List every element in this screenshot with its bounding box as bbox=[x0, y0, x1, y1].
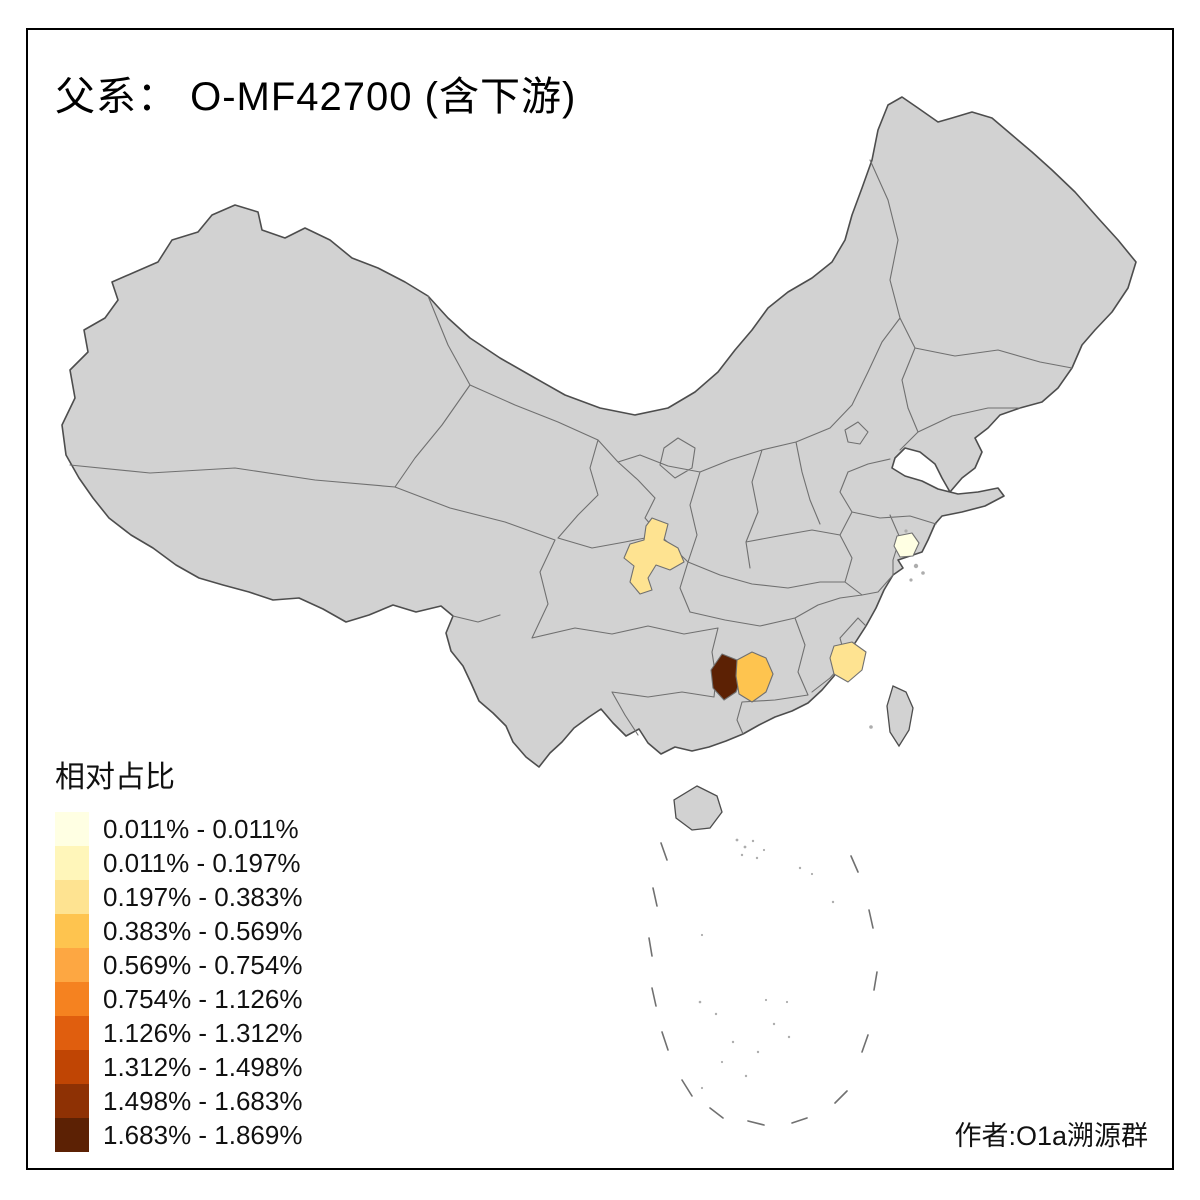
legend-swatch bbox=[55, 1050, 89, 1084]
legend-swatch bbox=[55, 1084, 89, 1118]
legend-swatch bbox=[55, 880, 89, 914]
legend-swatch bbox=[55, 846, 89, 880]
hainan-island bbox=[673, 785, 723, 831]
coastal-island-specks bbox=[869, 529, 925, 729]
legend-label: 1.498% - 1.683% bbox=[103, 1085, 303, 1116]
legend-swatch bbox=[55, 948, 89, 982]
south-china-sea-islands bbox=[698, 838, 835, 1090]
legend-row: 0.754% - 1.126% bbox=[55, 982, 302, 1016]
legend-label: 0.011% - 0.011% bbox=[103, 813, 299, 844]
region-shanghai-area bbox=[893, 532, 920, 558]
legend-label: 0.754% - 1.126% bbox=[103, 983, 303, 1014]
legend-row: 0.011% - 0.197% bbox=[55, 846, 302, 880]
legend-swatch bbox=[55, 914, 89, 948]
legend-swatch bbox=[55, 812, 89, 846]
legend-label: 0.569% - 0.754% bbox=[103, 949, 303, 980]
legend: 相对占比 0.011% - 0.011% 0.011% - 0.197% 0.1… bbox=[55, 752, 302, 1152]
legend-row: 0.569% - 0.754% bbox=[55, 948, 302, 982]
legend-swatch bbox=[55, 982, 89, 1016]
china-mainland-shape bbox=[61, 96, 1137, 768]
region-coastal-fujian-area bbox=[829, 641, 867, 683]
region-south-central-highlight-orange bbox=[735, 651, 774, 703]
legend-row: 1.683% - 1.869% bbox=[55, 1118, 302, 1152]
legend-row: 1.498% - 1.683% bbox=[55, 1084, 302, 1118]
legend-label: 0.011% - 0.197% bbox=[103, 847, 301, 878]
legend-label: 1.683% - 1.869% bbox=[103, 1119, 303, 1150]
legend-label: 0.383% - 0.569% bbox=[103, 915, 303, 946]
legend-label: 0.197% - 0.383% bbox=[103, 881, 303, 912]
south-china-sea-dashes bbox=[648, 842, 878, 1126]
region-chongqing-area bbox=[623, 517, 685, 595]
legend-label: 1.312% - 1.498% bbox=[103, 1051, 303, 1082]
legend-row: 1.312% - 1.498% bbox=[55, 1050, 302, 1084]
legend-swatch bbox=[55, 1016, 89, 1050]
legend-swatch bbox=[55, 1118, 89, 1152]
legend-title: 相对占比 bbox=[55, 761, 175, 794]
legend-row: 0.011% - 0.011% bbox=[55, 812, 302, 846]
legend-row: 1.126% - 1.312% bbox=[55, 1016, 302, 1050]
map-title: 父系： O-MF42700 (含下游) bbox=[55, 75, 577, 119]
legend-row: 0.197% - 0.383% bbox=[55, 880, 302, 914]
taiwan-island bbox=[886, 685, 914, 748]
author-credit: 作者:O1a溯源群 bbox=[954, 1121, 1148, 1151]
legend-row: 0.383% - 0.569% bbox=[55, 914, 302, 948]
legend-label: 1.126% - 1.312% bbox=[103, 1017, 303, 1048]
